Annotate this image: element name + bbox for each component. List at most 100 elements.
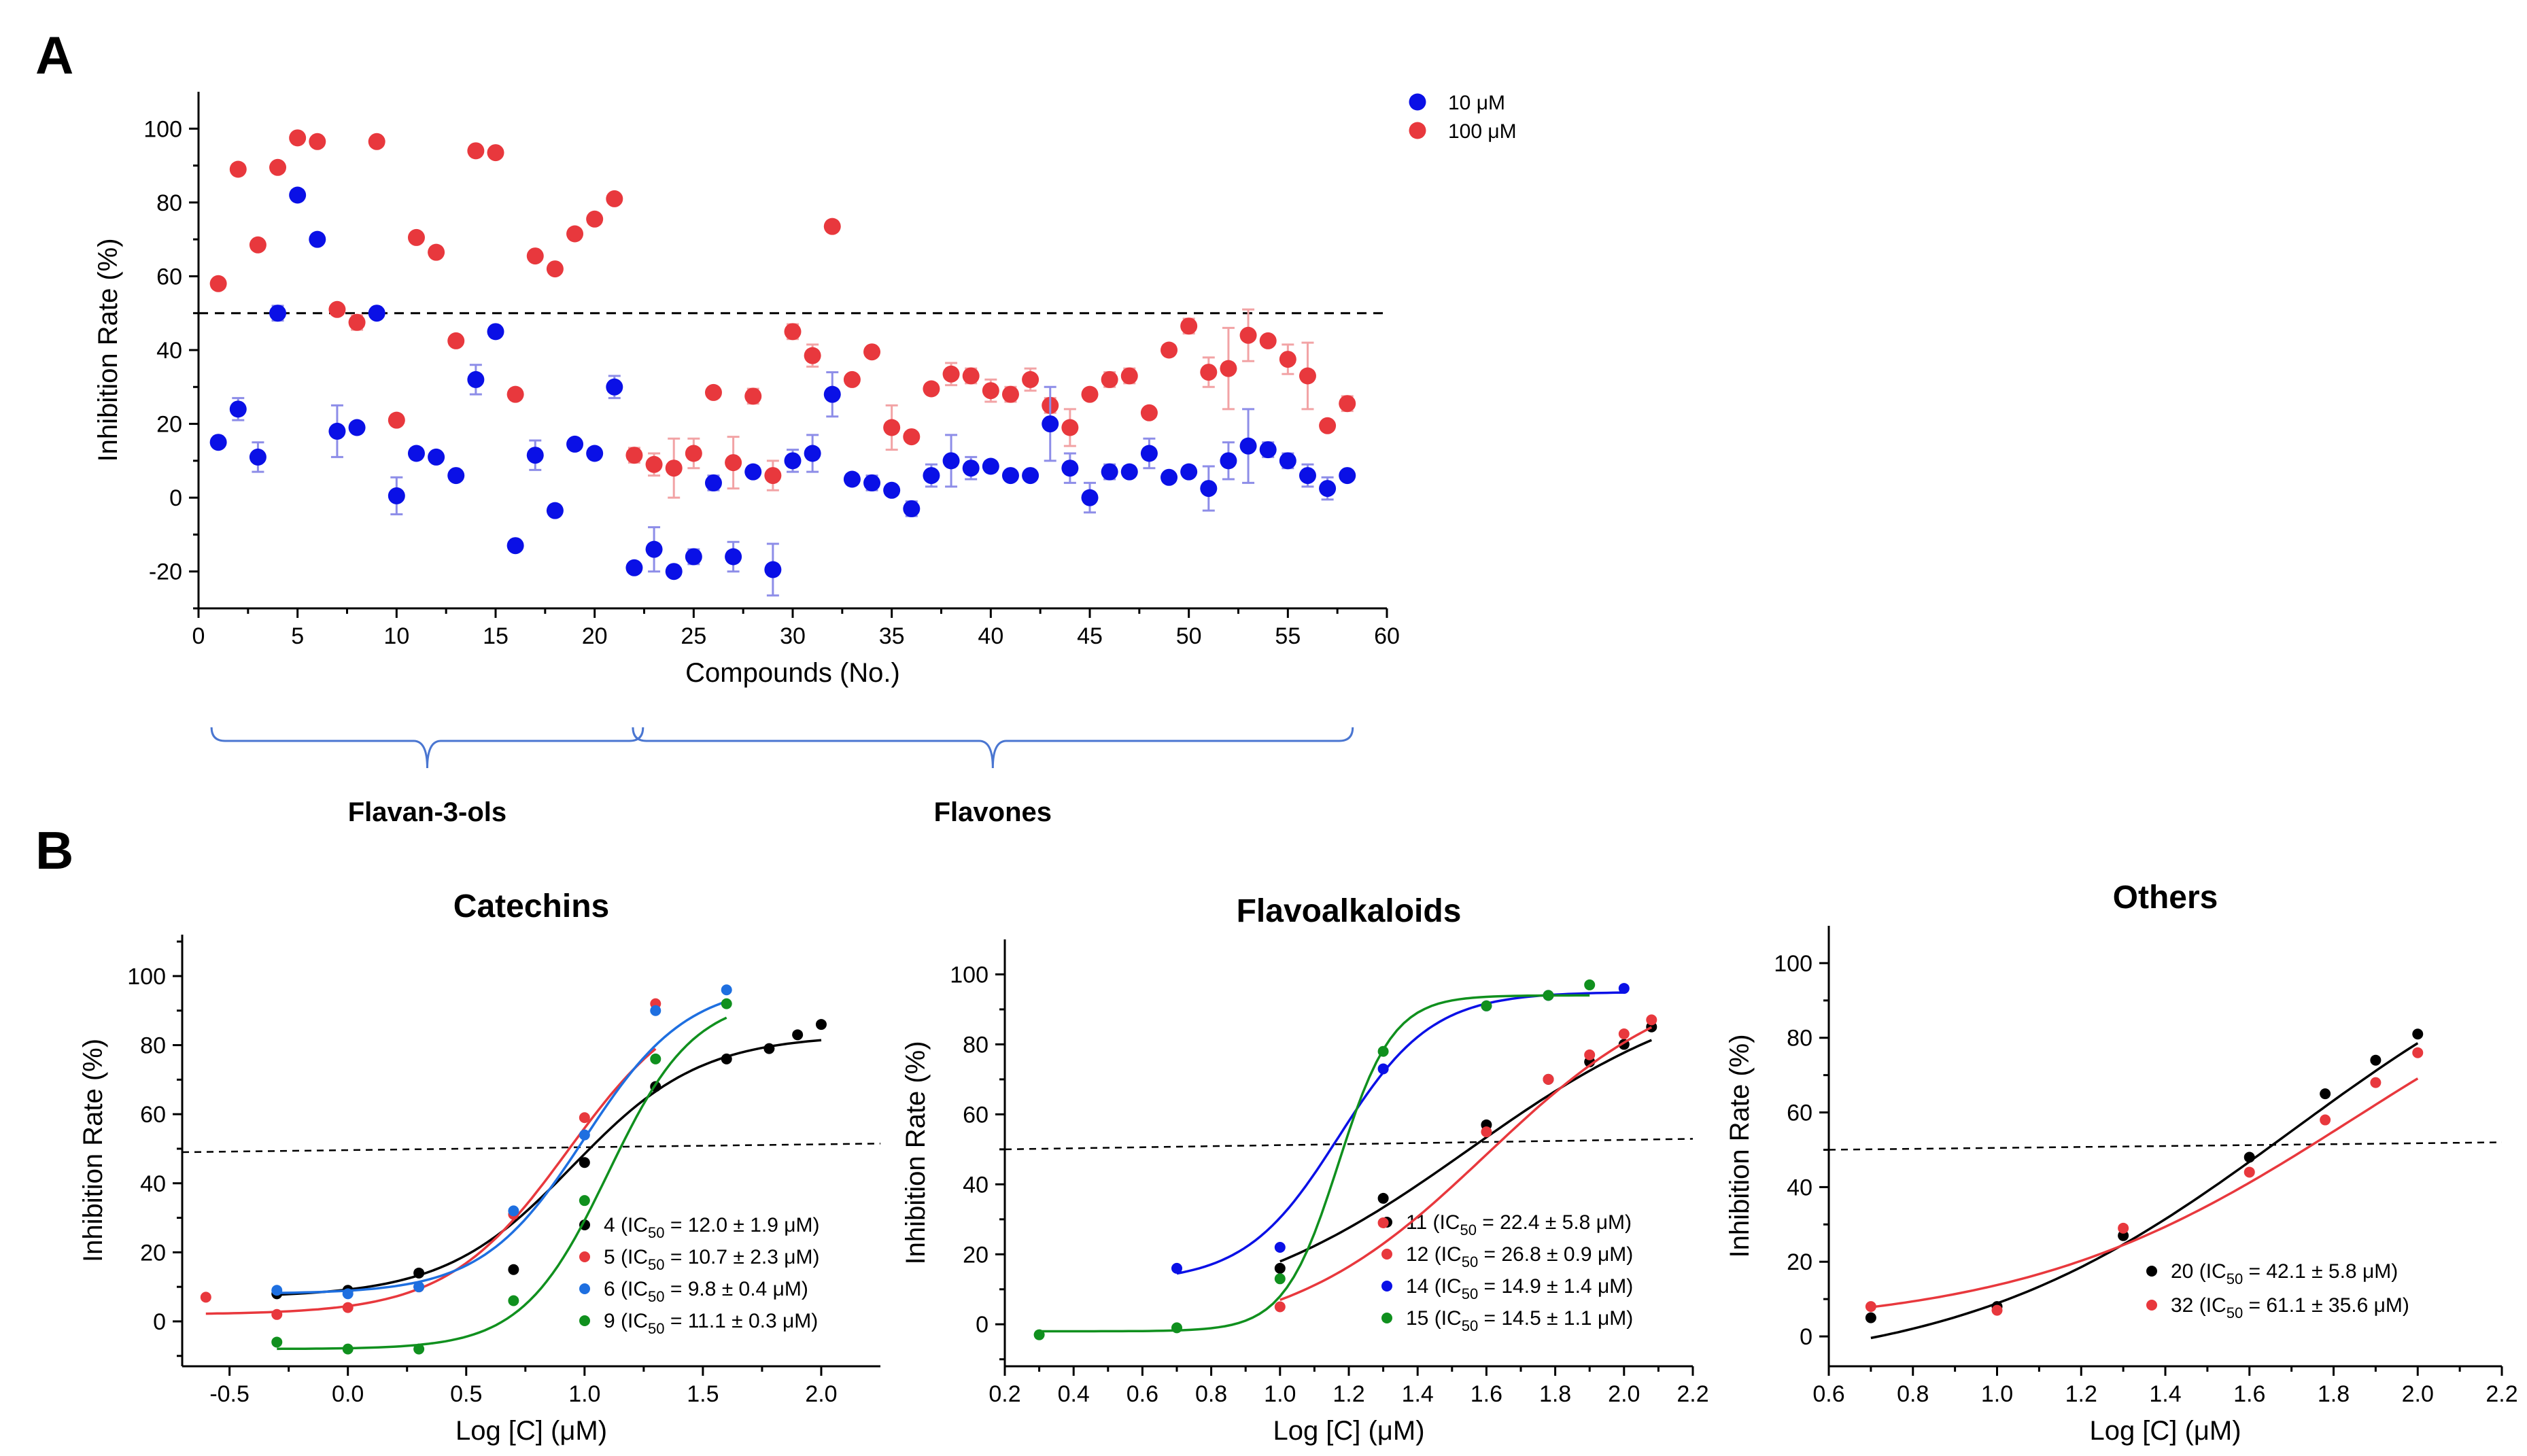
data-point [269,305,287,322]
data-point [815,1019,827,1030]
legend-label-rest: = 14.9 ± 1.4 μM) [1478,1275,1633,1298]
data-point [982,457,999,475]
data-point [1001,385,1019,403]
legend-label: 6 (IC50 = 9.8 ± 0.4 μM) [604,1278,808,1305]
data-point [1140,404,1158,421]
data-point [962,460,980,477]
legend-marker [1409,93,1426,111]
data-point [1180,463,1198,481]
legend-label-main: 12 (IC [1406,1243,1462,1266]
x-tick-label: 1.4 [1402,1381,1434,1407]
series-100uM [209,129,1356,499]
x-tick-label: 1.0 [1981,1381,2013,1407]
data-point [1274,1262,1286,1274]
legend-marker [2146,1266,2157,1277]
data-point [721,998,732,1009]
legend-label-subscript: 50 [648,1288,664,1305]
y-tick-label: 20 [156,412,182,438]
data-point [763,1043,775,1054]
data-point [1377,1192,1389,1204]
data-point [506,537,524,555]
x-tick-label: 2.2 [1677,1381,1708,1407]
fit-curve [277,1000,727,1294]
legend-label-main: 15 (IC [1406,1307,1462,1330]
data-point [863,474,881,491]
legend: 10 μM 100 μM [1409,92,1517,143]
data-point [1481,1126,1492,1138]
data-point [1081,385,1099,403]
data-point [1200,364,1218,381]
data-point [1042,415,1059,433]
legend-label-rest: = 26.8 ± 0.9 μM) [1478,1243,1633,1266]
data-point [579,1195,590,1207]
legend-marker [579,1283,590,1294]
data-point [579,1157,590,1168]
data-point [1274,1301,1286,1313]
fit-curve [1039,994,1590,1333]
legend-label-main: 6 (IC [604,1278,648,1300]
x-tick-label: 30 [780,623,806,649]
data-point [764,467,782,485]
data-point [1081,489,1099,506]
data-point [923,467,940,485]
legend-label-rest: = 61.1 ± 35.6 μM) [2243,1294,2409,1317]
legend-marker [1381,1281,1392,1292]
data-point [1239,437,1257,455]
y-tick-label: 20 [140,1240,166,1266]
y-tick-label: 0 [1800,1324,1812,1350]
group-brace [210,727,644,769]
data-point [903,500,921,517]
data-point [1584,1049,1596,1060]
data-point [1543,1073,1554,1085]
data-point [823,218,841,235]
data-point [721,984,732,996]
legend-label: 10 μM [1448,92,1505,114]
data-point [923,380,940,398]
data-point [413,1267,425,1279]
data-point [526,247,544,265]
x-tick-label: 0.6 [1127,1381,1158,1407]
group-brace [632,727,1354,769]
data-point [1022,370,1039,388]
y-tick-label: 100 [1774,951,1812,977]
x-tick-label: 1.4 [2149,1381,2181,1407]
legend-label-subscript: 50 [648,1320,664,1337]
x-tick-label: 0.4 [1058,1381,1090,1407]
data-point [209,275,227,292]
data-point [1220,360,1237,377]
data-point [804,347,821,364]
legend-marker [1381,1313,1392,1323]
data-point [744,387,762,405]
x-tick-label: 55 [1275,623,1301,649]
x-tick-label: 0.8 [1897,1381,1929,1407]
y-tick-label: 40 [156,338,182,364]
x-tick-label: 2.2 [2486,1381,2517,1407]
data-point [665,563,683,580]
data-point [487,323,504,341]
data-point [2320,1114,2331,1126]
data-point [342,1302,354,1313]
legend-label-main: 4 (IC [604,1214,648,1236]
data-point [1319,417,1337,434]
data-point [1339,467,1356,485]
data-point [1865,1312,1876,1323]
legend-label: 11 (IC50 = 22.4 ± 5.8 μM) [1406,1211,1632,1238]
x-tick-label: 20 [582,623,608,649]
x-tick-label: 1.8 [2318,1381,2350,1407]
data-point [309,133,326,150]
y-tick-label: 80 [963,1032,989,1058]
data-point [942,365,960,383]
data-point [704,383,722,401]
series-compound [271,998,732,1355]
data-point [1200,480,1218,498]
data-point [413,1343,425,1355]
data-point [1481,1000,1492,1011]
legend-label: 100 μM [1448,120,1517,143]
x-axis-label: Log [C] (μM) [1273,1416,1424,1446]
x-tick-label: 1.6 [1471,1381,1502,1407]
data-point [506,385,524,403]
data-point [2244,1151,2255,1163]
data-point [1646,1014,1657,1026]
legend-marker [579,1251,590,1262]
x-axis-label: Log [C] (μM) [2089,1416,2241,1446]
